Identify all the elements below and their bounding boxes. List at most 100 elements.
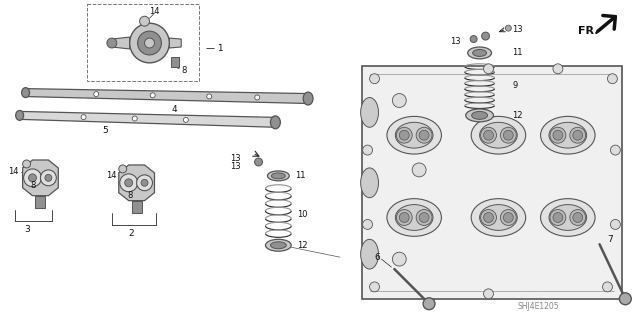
Text: 11: 11: [295, 171, 306, 180]
Circle shape: [392, 252, 406, 266]
Circle shape: [550, 127, 566, 143]
Circle shape: [119, 165, 127, 173]
Circle shape: [120, 174, 138, 192]
Circle shape: [184, 117, 188, 122]
Circle shape: [419, 212, 429, 222]
Circle shape: [553, 130, 563, 140]
Ellipse shape: [271, 116, 280, 129]
Circle shape: [130, 23, 170, 63]
Ellipse shape: [22, 88, 29, 98]
Circle shape: [504, 212, 513, 222]
Circle shape: [255, 95, 260, 100]
Ellipse shape: [271, 242, 286, 249]
Text: 14: 14: [8, 167, 19, 176]
Ellipse shape: [479, 122, 517, 148]
Text: 13: 13: [230, 162, 241, 171]
Text: 9: 9: [512, 81, 518, 90]
Ellipse shape: [468, 47, 492, 59]
Polygon shape: [112, 37, 130, 49]
Circle shape: [369, 282, 380, 292]
Circle shape: [481, 210, 497, 226]
Circle shape: [145, 38, 154, 48]
Ellipse shape: [472, 111, 488, 119]
Circle shape: [24, 169, 42, 187]
Circle shape: [416, 127, 432, 143]
Text: 14: 14: [150, 7, 160, 16]
Ellipse shape: [466, 109, 493, 122]
Ellipse shape: [549, 204, 587, 230]
Circle shape: [484, 130, 493, 140]
Circle shape: [484, 212, 493, 222]
Ellipse shape: [361, 239, 378, 269]
Circle shape: [500, 210, 516, 226]
Circle shape: [570, 210, 586, 226]
Circle shape: [602, 282, 612, 292]
Polygon shape: [132, 201, 141, 212]
Circle shape: [611, 145, 620, 155]
Circle shape: [22, 160, 31, 168]
Bar: [87, 4, 199, 81]
Circle shape: [570, 127, 586, 143]
Circle shape: [607, 74, 618, 84]
Text: 14: 14: [106, 171, 116, 180]
Circle shape: [140, 16, 150, 26]
Ellipse shape: [473, 49, 486, 56]
Circle shape: [573, 212, 582, 222]
Text: 8: 8: [128, 191, 133, 200]
Text: 13: 13: [512, 25, 523, 33]
Circle shape: [470, 36, 477, 42]
Polygon shape: [170, 38, 181, 48]
Text: 5: 5: [102, 126, 108, 135]
Ellipse shape: [15, 110, 24, 120]
Text: 6: 6: [374, 253, 380, 262]
Circle shape: [399, 130, 409, 140]
Text: 3: 3: [25, 225, 31, 234]
Circle shape: [620, 293, 631, 305]
Text: 7: 7: [607, 235, 613, 244]
Text: 2: 2: [129, 229, 134, 238]
Ellipse shape: [479, 204, 517, 230]
Circle shape: [255, 158, 262, 166]
Circle shape: [484, 289, 493, 299]
Circle shape: [396, 127, 412, 143]
Circle shape: [363, 219, 372, 229]
Circle shape: [369, 74, 380, 84]
Text: — 1: — 1: [206, 44, 223, 54]
Text: 8: 8: [31, 181, 36, 190]
Ellipse shape: [387, 199, 442, 236]
Circle shape: [81, 115, 86, 120]
Ellipse shape: [541, 116, 595, 154]
Ellipse shape: [396, 122, 433, 148]
Ellipse shape: [541, 199, 595, 236]
Circle shape: [125, 179, 132, 187]
Text: 12: 12: [512, 111, 523, 120]
Circle shape: [150, 93, 155, 98]
Ellipse shape: [271, 173, 285, 179]
Circle shape: [481, 127, 497, 143]
Circle shape: [93, 92, 99, 97]
Ellipse shape: [396, 204, 433, 230]
Text: 10: 10: [297, 210, 308, 219]
Text: 12: 12: [297, 241, 308, 250]
Circle shape: [484, 64, 493, 74]
Ellipse shape: [266, 239, 291, 251]
Text: 13: 13: [450, 37, 461, 46]
Text: 4: 4: [172, 105, 177, 114]
Ellipse shape: [387, 116, 442, 154]
Circle shape: [29, 174, 36, 182]
Circle shape: [363, 145, 372, 155]
Circle shape: [481, 32, 490, 40]
Polygon shape: [172, 57, 179, 67]
Ellipse shape: [361, 98, 378, 127]
Circle shape: [132, 116, 137, 121]
Circle shape: [573, 130, 582, 140]
Ellipse shape: [471, 199, 525, 236]
Ellipse shape: [549, 122, 587, 148]
Text: 11: 11: [512, 48, 523, 57]
Circle shape: [419, 130, 429, 140]
Circle shape: [136, 175, 152, 191]
Circle shape: [45, 174, 52, 181]
Text: SHJ4E1205: SHJ4E1205: [517, 302, 559, 311]
Polygon shape: [119, 165, 154, 201]
Circle shape: [396, 210, 412, 226]
